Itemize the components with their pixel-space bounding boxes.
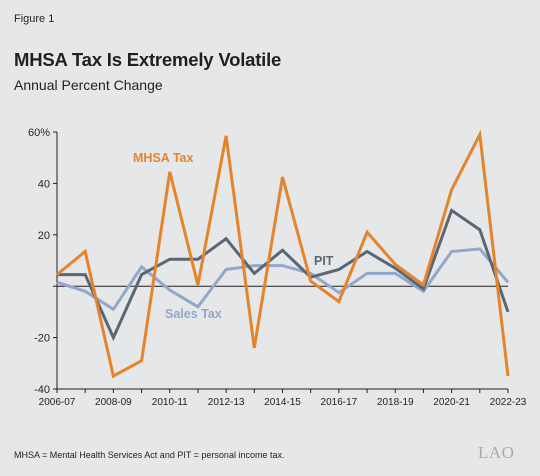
chart-axes: -40 -20 20 40 60% 2006-07 2008-09 2010-11 2012-1… — [28, 127, 527, 408]
x-tick-label: 2008-09 — [95, 397, 132, 408]
y-tick-label: 20 — [38, 230, 50, 242]
series-annotation: Sales Tax — [165, 307, 222, 321]
x-tick-label: 2022-23 — [490, 397, 527, 408]
y-tick-label: 60% — [28, 127, 50, 139]
series-layer — [56, 129, 510, 379]
series-line-pit — [57, 208, 510, 342]
x-tick-label: 2014-15 — [264, 397, 301, 408]
x-tick-label: 2012-13 — [208, 397, 245, 408]
x-tick-label: 2018-19 — [377, 397, 414, 408]
figure-label: Figure 1 — [14, 13, 55, 25]
footnote: MHSA = Mental Health Services Act and PI… — [14, 450, 285, 460]
x-tick-label: 2010-11 — [152, 397, 188, 408]
y-tick-label: -20 — [34, 333, 50, 345]
x-tick-label: 2016-17 — [321, 397, 358, 408]
x-tick-label: 2006-07 — [39, 397, 76, 408]
chart-title: MHSA Tax Is Extremely Volatile — [14, 49, 282, 70]
y-tick-label: -40 — [34, 384, 50, 396]
chart-subtitle: Annual Percent Change — [14, 77, 163, 93]
series-annotation: MHSA Tax — [133, 151, 193, 165]
series-line-mhsa-tax — [56, 129, 510, 379]
series-line-sales-tax — [56, 247, 510, 312]
annotation-layer: MHSA Tax PIT Sales Tax — [133, 151, 334, 321]
lao-logo: LAO — [478, 443, 515, 462]
x-tick-label: 2020-21 — [433, 397, 470, 408]
series-annotation: PIT — [314, 254, 334, 268]
y-tick-label: 40 — [38, 178, 50, 190]
